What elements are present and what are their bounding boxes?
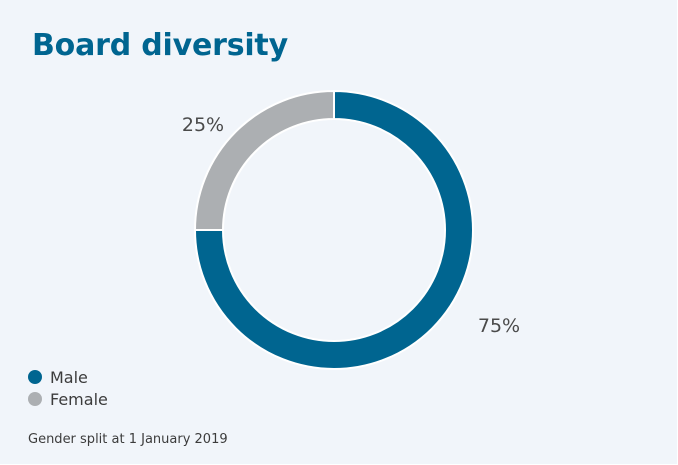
slice-label-female: 25% bbox=[182, 114, 224, 136]
slice-label-male: 75% bbox=[478, 315, 520, 337]
legend-swatch-female bbox=[28, 392, 42, 406]
legend-label-male: Male bbox=[50, 368, 88, 387]
legend-item-female: Female bbox=[28, 388, 108, 410]
legend-swatch-male bbox=[28, 370, 42, 384]
legend-item-male: Male bbox=[28, 366, 108, 388]
legend-label-female: Female bbox=[50, 390, 108, 409]
chart-footnote: Gender split at 1 January 2019 bbox=[28, 432, 228, 447]
legend: Male Female bbox=[28, 366, 108, 410]
slice-female bbox=[195, 91, 334, 230]
